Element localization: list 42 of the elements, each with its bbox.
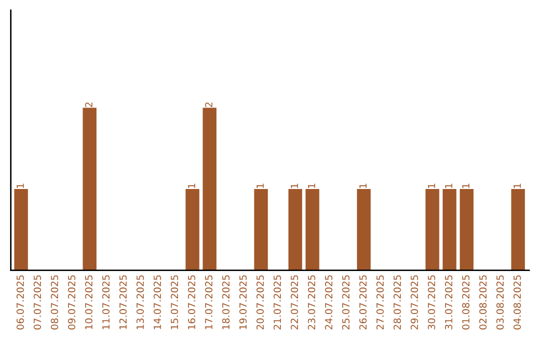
x-tick-label: 25.07.2025 [342,275,350,330]
data-label: 1 [445,184,452,188]
x-tick-label: 14.07.2025 [154,275,161,330]
data-label: 1 [359,184,367,188]
x-tick-label: 07.07.2025 [34,275,42,330]
data-label: 1 [188,184,196,188]
x-tick-label: 20.07.2025 [256,275,264,330]
x-tick-label: 04.08.2025 [514,275,521,330]
data-label: 1 [308,184,316,188]
x-tick-label: 16.07.2025 [188,275,196,330]
x-tick-label: 27.07.2025 [376,275,384,330]
x-tick-label: 13.07.2025 [136,275,144,330]
x-tick-label: 12.07.2025 [119,275,127,330]
data-label: 2 [85,102,92,108]
x-tick-label: 15.07.2025 [170,275,178,330]
x-tick-label: 26.07.2025 [359,275,367,330]
x-tick-label: 18.07.2025 [222,275,230,330]
data-label: 1 [514,184,521,188]
data-label: 1 [16,184,24,188]
x-tick-label: 03.08.2025 [496,275,504,330]
data-label: 1 [290,184,298,188]
x-tick-label: 31.07.2025 [444,275,452,330]
x-tick-label: 30.07.2025 [428,275,436,330]
x-tick-label: 17.07.2025 [205,275,212,330]
x-tick-label: 02.08.2025 [479,275,487,330]
data-label: 1 [428,184,436,188]
x-tick-label: 06.07.2025 [16,275,24,330]
x-tick-label: 09.07.2025 [68,275,76,330]
x-tick-label: 23.07.2025 [308,275,316,330]
x-tick-label: 11.07.2025 [102,275,110,330]
x-tick-label: 22.07.2025 [290,275,298,330]
x-tick-label: 08.07.2025 [50,275,58,330]
x-tick-label: 24.07.2025 [325,275,332,330]
data-label: 1 [256,184,264,188]
x-tick-label: 28.07.2025 [394,275,401,330]
x-tick-label: 21.07.2025 [274,275,281,330]
x-tick-label: 19.07.2025 [239,275,247,330]
x-tick-label: 10.07.2025 [85,275,92,330]
x-tick-label: 29.07.2025 [410,275,418,330]
x-tick-label: 01.08.2025 [462,275,470,330]
data-label: 1 [462,184,470,188]
data-label: 2 [205,102,212,108]
